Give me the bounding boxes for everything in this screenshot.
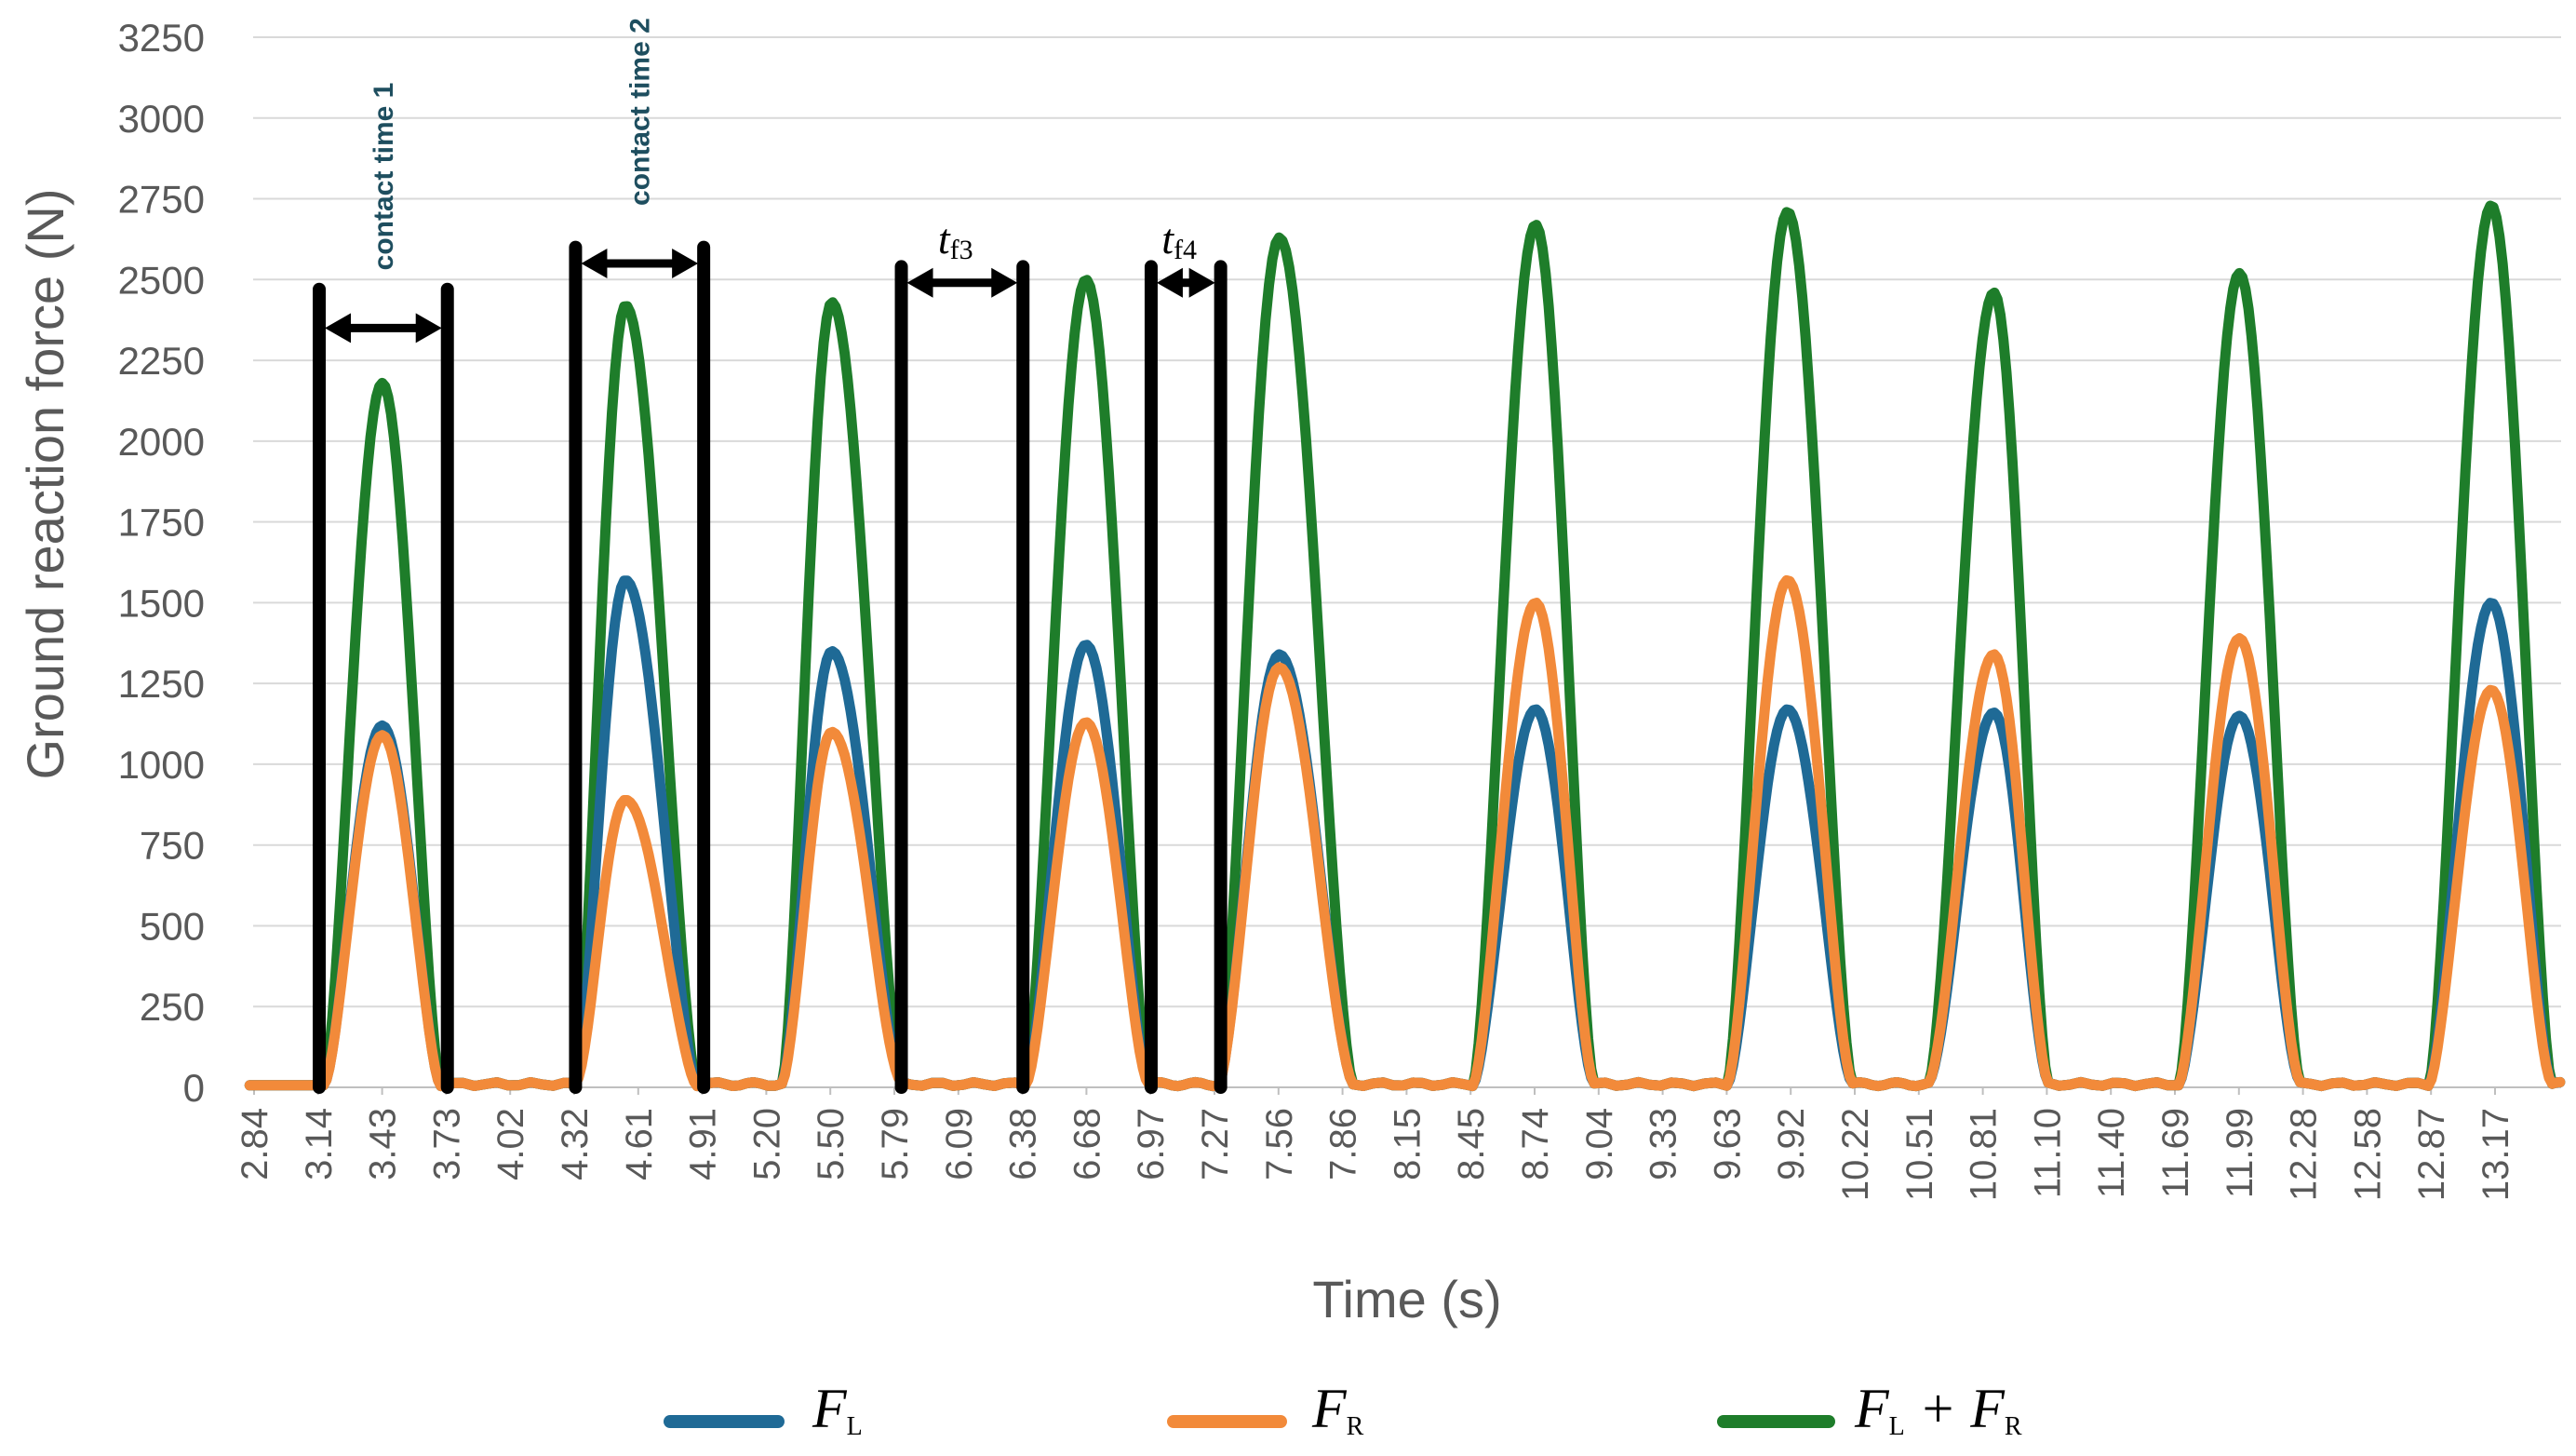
- annotation-bracket-2: contact time 2: [569, 18, 711, 1094]
- x-tick-label: 10.81: [1964, 1108, 2005, 1201]
- x-tick-label: 4.91: [683, 1108, 724, 1180]
- x-tick-label: 4.02: [490, 1108, 531, 1180]
- y-tick-label: 1000: [118, 743, 205, 787]
- arrowhead-left: [581, 248, 608, 278]
- x-tick-label: 11.10: [2027, 1108, 2068, 1198]
- y-tick-label: 3000: [118, 97, 205, 141]
- x-tick-label: 4.61: [619, 1108, 660, 1180]
- y-tick-label: 1250: [118, 662, 205, 706]
- y-tick-label: 2250: [118, 339, 205, 383]
- y-tick-label: 3250: [118, 16, 205, 60]
- y-tick-label: 500: [140, 904, 205, 948]
- y-axis-ticks: 0 250 500 750 1000 1250 1500 1750 2000 2250 2500 27…: [118, 16, 205, 1110]
- arrowhead-left: [325, 313, 352, 344]
- x-tick-label: 7.27: [1195, 1108, 1236, 1180]
- x-tick-label: 8.15: [1387, 1108, 1428, 1180]
- legend-label-fl: FL: [812, 1378, 863, 1441]
- legend-label-fr: FR: [1311, 1378, 1364, 1441]
- y-tick-label: 2750: [118, 178, 205, 222]
- x-tick-label: 6.68: [1067, 1108, 1107, 1180]
- y-tick-label: 0: [183, 1066, 205, 1110]
- x-tick-label: 4.32: [555, 1108, 596, 1180]
- x-tick-label: 6.97: [1131, 1108, 1172, 1180]
- x-axis-title: Time (s): [1312, 1270, 1501, 1328]
- y-tick-label: 2000: [118, 420, 205, 464]
- x-tick-label: 9.63: [1707, 1108, 1748, 1180]
- x-tick-label: 3.73: [426, 1108, 467, 1180]
- x-tick-label: 9.33: [1644, 1108, 1684, 1180]
- x-axis-ticks: 2.84 3.14 3.43 3.73 4.02 4.32 4.61 4.91 5.20 5.50…: [235, 1087, 2516, 1201]
- legend-item-fr: FR: [1167, 1378, 1364, 1441]
- y-tick-label: 1500: [118, 581, 205, 625]
- arrowhead-right: [991, 267, 1018, 298]
- x-tick-label: 6.09: [939, 1108, 980, 1180]
- series-line-fr: [244, 574, 2566, 1092]
- x-tick-label: 12.58: [2347, 1108, 2388, 1201]
- y-tick-label: 2500: [118, 258, 205, 302]
- x-tick-label: 12.28: [2284, 1108, 2325, 1201]
- x-tick-label: 3.43: [363, 1108, 404, 1180]
- y-axis-title: Ground reaction force (N): [16, 189, 74, 780]
- annotation-label: tf4: [1161, 215, 1197, 265]
- x-tick-label: 8.45: [1451, 1108, 1492, 1180]
- legend: FL FR FL + FR: [664, 1378, 2022, 1441]
- annotation-bracket-3: tf3: [894, 215, 1030, 1094]
- legend-item-fl-plus-fr: FL + FR: [1717, 1378, 2022, 1441]
- series-lines: [244, 200, 2566, 1092]
- x-tick-label: 13.17: [2475, 1108, 2516, 1201]
- x-tick-label: 9.04: [1579, 1108, 1620, 1180]
- annotation-label-main: t: [938, 215, 951, 263]
- x-tick-label: 10.51: [1899, 1108, 1940, 1201]
- annotation-label: tf3: [938, 215, 973, 265]
- x-tick-label: 5.50: [811, 1108, 852, 1180]
- x-tick-label: 2.84: [235, 1108, 275, 1180]
- y-tick-label: 1750: [118, 501, 205, 545]
- x-tick-label: 11.99: [2220, 1108, 2261, 1198]
- x-tick-label: 11.69: [2155, 1108, 2196, 1198]
- annotation-label: contact time 1: [369, 83, 399, 271]
- annotation-label-sub: f3: [950, 235, 973, 265]
- x-tick-label: 5.20: [746, 1108, 787, 1180]
- x-tick-label: 8.74: [1515, 1108, 1556, 1180]
- arrowhead-right: [672, 248, 699, 278]
- x-tick-label: 12.87: [2411, 1108, 2452, 1201]
- arrowhead-right: [415, 313, 442, 344]
- y-tick-label: 250: [140, 985, 205, 1029]
- x-tick-label: 10.22: [1835, 1108, 1876, 1201]
- arrowhead-left: [906, 267, 933, 298]
- annotation-bracket-1: contact time 1: [313, 83, 454, 1094]
- x-tick-label: 11.40: [2091, 1108, 2132, 1198]
- annotation-bracket-4: tf4: [1144, 215, 1228, 1094]
- annotation-label-main: t: [1161, 215, 1174, 263]
- legend-label-fl-plus-fr: FL + FR: [1854, 1378, 2022, 1441]
- annotation-label: contact time 2: [624, 18, 655, 206]
- arrowhead-left: [1156, 267, 1183, 298]
- y-tick-label: 750: [140, 824, 205, 868]
- x-tick-label: 6.38: [1003, 1108, 1044, 1180]
- x-tick-label: 3.14: [299, 1108, 340, 1180]
- legend-item-fl: FL: [664, 1378, 863, 1441]
- x-tick-label: 7.56: [1259, 1108, 1300, 1180]
- arrowhead-right: [1188, 267, 1215, 298]
- x-tick-label: 9.92: [1771, 1108, 1812, 1180]
- annotation-label-sub: f4: [1174, 235, 1197, 265]
- x-tick-label: 7.86: [1323, 1108, 1364, 1180]
- x-tick-label: 5.79: [875, 1108, 916, 1180]
